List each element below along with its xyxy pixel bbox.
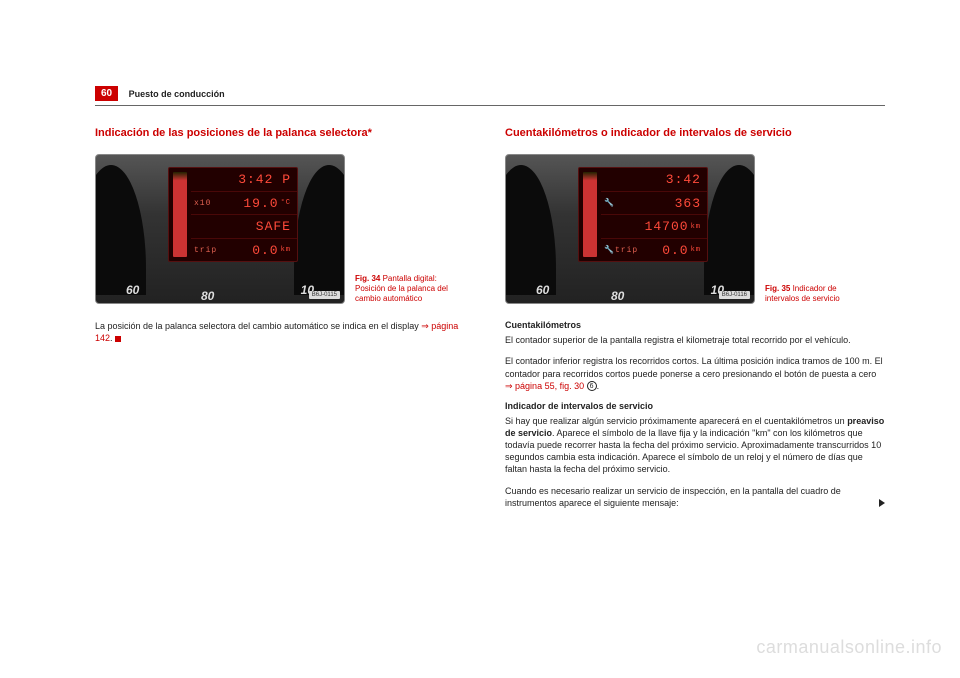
lcd-row-2: x1019.0°C (191, 192, 297, 216)
lcd-display: 3:42 🔧363 14700km 🔧trip0.0km (578, 167, 708, 262)
lcd-display: 3:42 P x1019.0°C SAFE trip0.0km (168, 167, 298, 262)
image-code: B6J-0116 (719, 291, 750, 299)
left-column: Indicación de las posiciones de la palan… (95, 126, 475, 518)
figure-35-row: 60 80 10 3:42 🔧363 14700km 🔧trip0.0km B6… (505, 154, 885, 304)
lcd-rows: 3:42 P x1019.0°C SAFE trip0.0km (191, 168, 297, 261)
page-header: 60 Puesto de conducción (95, 85, 885, 106)
gauge-60: 60 (536, 283, 549, 297)
gauge-left (95, 165, 146, 295)
fig-label: Fig. 35 (765, 284, 790, 293)
figure-35-caption: Fig. 35 Indicador de intervalos de servi… (765, 284, 865, 304)
lcd-row-4: 🔧trip0.0km (601, 239, 707, 262)
page-number: 60 (95, 86, 118, 101)
lcd-row-3: 14700km (601, 215, 707, 239)
fuel-bar (583, 172, 597, 257)
fuel-bar (173, 172, 187, 257)
right-column: Cuentakilómetros o indicador de interval… (505, 126, 885, 518)
gauge-right (704, 165, 755, 295)
fig-label: Fig. 34 (355, 274, 380, 283)
gauge-60: 60 (126, 283, 139, 297)
lcd-row-1: 3:42 (601, 168, 707, 192)
right-para-1: El contador superior de la pantalla regi… (505, 334, 885, 346)
subhead-cuentakm: Cuentakilómetros (505, 320, 885, 330)
page-link: ⇒ página 55, fig. 30 (505, 381, 584, 391)
lcd-row-1: 3:42 P (191, 168, 297, 192)
content-columns: Indicación de las posiciones de la palan… (95, 126, 885, 518)
figure-34-caption: Fig. 34 Pantalla digital: Posición de la… (355, 274, 455, 304)
subhead-indicador: Indicador de intervalos de servicio (505, 401, 885, 411)
right-title: Cuentakilómetros o indicador de interval… (505, 126, 885, 140)
figure-34-image: 60 80 10 3:42 P x1019.0°C SAFE trip0.0km… (95, 154, 345, 304)
gauge-80: 80 (201, 289, 214, 303)
end-mark-icon (115, 336, 121, 342)
lcd-rows: 3:42 🔧363 14700km 🔧trip0.0km (601, 168, 707, 261)
right-para-4: Cuando es necesario realizar un servicio… (505, 485, 885, 509)
left-title: Indicación de las posiciones de la palan… (95, 126, 475, 140)
gauge-80: 80 (611, 289, 624, 303)
section-name: Puesto de conducción (129, 89, 225, 99)
figure-35-image: 60 80 10 3:42 🔧363 14700km 🔧trip0.0km B6… (505, 154, 755, 304)
callout-number: 6 (587, 381, 597, 391)
right-para-3: Si hay que realizar algún servicio próxi… (505, 415, 885, 476)
continue-icon (879, 499, 885, 507)
watermark: carmanualsonline.info (756, 637, 942, 658)
lcd-row-3: SAFE (191, 215, 297, 239)
figure-34-row: 60 80 10 3:42 P x1019.0°C SAFE trip0.0km… (95, 154, 475, 304)
lcd-row-2: 🔧363 (601, 192, 707, 216)
gauge-left (505, 165, 556, 295)
left-para-1: La posición de la palanca selectora del … (95, 320, 475, 344)
lcd-row-4: trip0.0km (191, 239, 297, 262)
gauge-right (294, 165, 345, 295)
page: 60 Puesto de conducción Indicación de la… (95, 85, 885, 518)
image-code: B6J-0115 (309, 291, 340, 299)
right-para-2: El contador inferior registra los recorr… (505, 355, 885, 391)
